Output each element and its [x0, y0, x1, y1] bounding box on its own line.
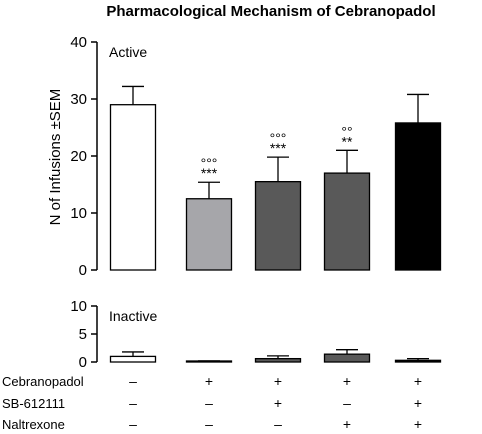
row-label: Naltrexone: [2, 417, 65, 432]
y-axis-label: N of Infusions ±SEM: [47, 89, 64, 226]
treatment-sign: –: [274, 416, 282, 432]
significance-circles: °°°: [201, 155, 218, 171]
treatment-sign: +: [414, 373, 422, 389]
significance-circles: °°°: [270, 130, 287, 146]
y-tick-label: 30: [70, 91, 87, 108]
bar: [109, 104, 157, 271]
bar: [394, 122, 442, 271]
treatment-sign: –: [129, 373, 137, 389]
significance-stars: ***: [201, 165, 218, 181]
treatment-sign: –: [205, 416, 213, 432]
y-tick-label: 10: [70, 205, 87, 222]
y-tick-label: 5: [79, 326, 87, 343]
y-tick-label: 40: [70, 34, 87, 51]
panel-label-active: Active: [109, 44, 147, 60]
bar: [323, 353, 371, 363]
bar: [254, 357, 302, 363]
y-tick-label: 10: [70, 298, 87, 315]
treatment-sign: –: [129, 395, 137, 411]
y-tick-label: 20: [70, 148, 87, 165]
bar: [323, 172, 371, 271]
row-label: SB-612111: [2, 396, 65, 411]
row-label: Cebranopadol: [2, 374, 84, 389]
chart-title: Pharmacological Mechanism of Cebranopado…: [106, 3, 435, 20]
bar: [185, 198, 233, 271]
treatment-sign: +: [274, 395, 282, 411]
y-tick-label: 0: [79, 262, 87, 279]
bar: [394, 359, 442, 363]
treatment-sign: +: [274, 373, 282, 389]
treatment-sign: +: [414, 416, 422, 432]
treatment-sign: –: [129, 416, 137, 432]
y-tick-label: 0: [79, 354, 87, 371]
significance-stars: ***: [270, 140, 287, 156]
panel-label-inactive: Inactive: [109, 308, 157, 324]
bar: [109, 355, 157, 363]
treatment-sign: –: [343, 395, 351, 411]
significance-stars: **: [342, 133, 353, 149]
bar: [254, 180, 302, 271]
significance-circles: °°: [341, 123, 352, 139]
treatment-sign: +: [205, 373, 213, 389]
treatment-sign: +: [414, 395, 422, 411]
treatment-sign: –: [205, 395, 213, 411]
treatment-sign: +: [343, 373, 351, 389]
treatment-sign: +: [343, 416, 351, 432]
